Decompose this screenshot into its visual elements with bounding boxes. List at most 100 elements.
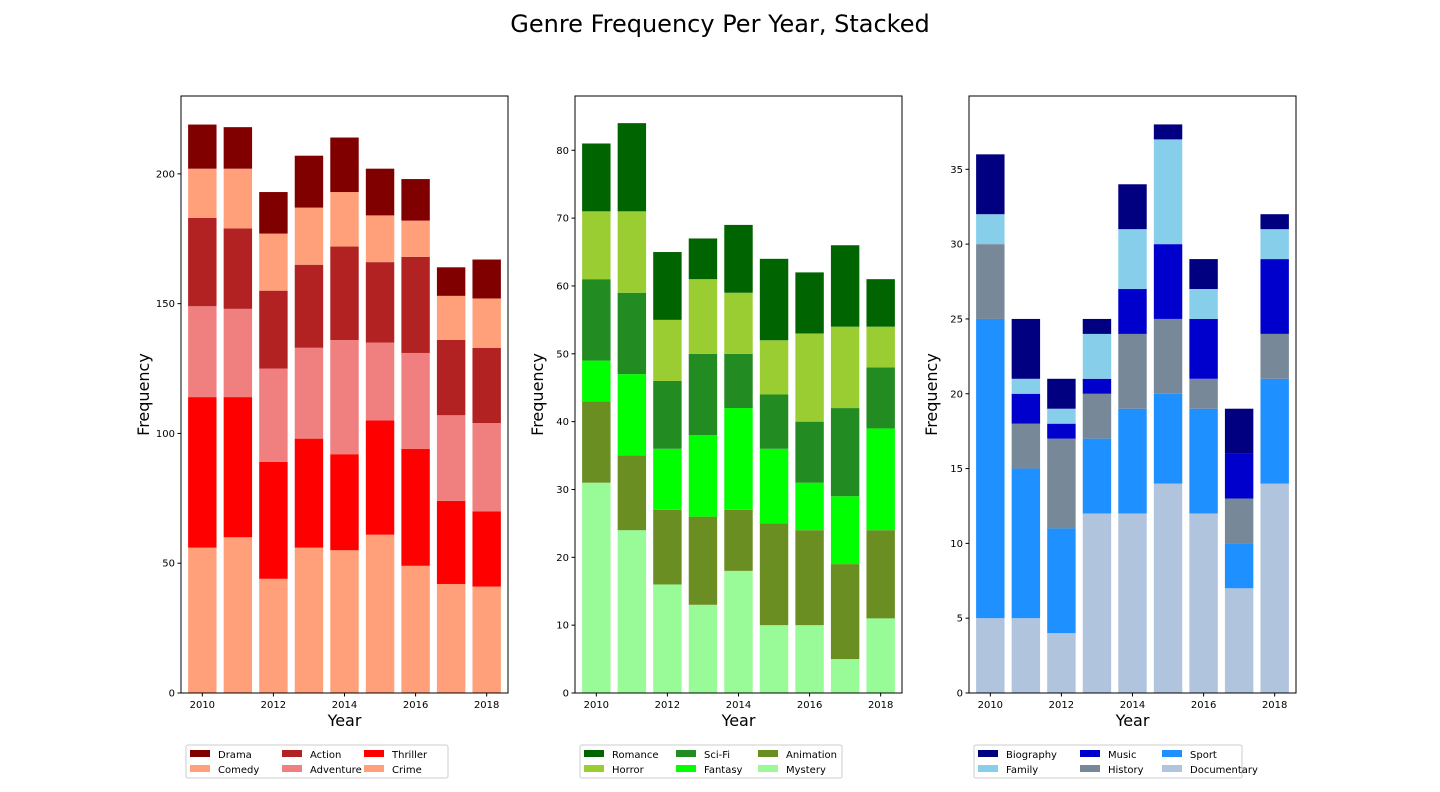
legend: Drama Comedy Action Adventure Thriller Crime <box>185 744 449 779</box>
legend-label: Family <box>1006 765 1038 776</box>
bar-adventure-2013 <box>294 347 324 439</box>
legend-item-history: History <box>1080 765 1144 776</box>
bar-history-2017 <box>1224 498 1254 544</box>
bar-biography-2013 <box>1082 318 1112 334</box>
legend-swatch <box>584 765 604 772</box>
bar-documentary-2018 <box>1260 483 1289 693</box>
legend-label: Action <box>310 750 341 761</box>
bar-family-2011 <box>1011 378 1041 394</box>
bar-romance-2015 <box>759 258 789 341</box>
bar-drama-2014 <box>330 137 359 193</box>
bar-history-2018 <box>1260 333 1289 379</box>
y-tick-label: 20 <box>950 389 963 400</box>
bar-history-2014 <box>1118 333 1147 409</box>
bar-sport-2014 <box>1118 408 1147 514</box>
bar-crime-2013 <box>294 547 324 693</box>
legend-swatch <box>676 750 696 757</box>
legend-label: Fantasy <box>704 765 743 776</box>
x-axis-label: Year <box>1115 711 1150 730</box>
legend-item-horror: Horror <box>584 765 645 776</box>
bar-sport-2010 <box>976 318 1005 619</box>
bar-horror-2016 <box>795 333 824 422</box>
legend-swatch <box>364 765 384 772</box>
bar-thriller-2015 <box>365 420 395 535</box>
bar-action-2017 <box>436 339 466 416</box>
bar-thriller-2016 <box>401 449 430 566</box>
y-tick-label: 50 <box>556 349 569 360</box>
y-tick-label: 20 <box>556 553 569 564</box>
bar-documentary-2017 <box>1224 588 1254 693</box>
bar-fantasy-2014 <box>724 408 753 510</box>
bar-romance-2014 <box>724 224 753 293</box>
bar-family-2013 <box>1082 333 1112 379</box>
legend-label: Adventure <box>310 765 362 776</box>
legend-swatch <box>978 765 998 772</box>
y-tick-label: 150 <box>156 299 175 310</box>
legend-swatch <box>676 765 696 772</box>
bar-sci-fi-2010 <box>582 279 611 361</box>
x-axis-label: Year <box>721 711 756 730</box>
bar-sport-2018 <box>1260 378 1289 484</box>
bar-horror-2018 <box>866 326 895 368</box>
bar-fantasy-2013 <box>688 435 718 517</box>
legend-item-thriller: Thriller <box>364 750 428 761</box>
bar-drama-2012 <box>259 192 288 234</box>
x-tick-label: 2010 <box>190 700 215 711</box>
bar-crime-2016 <box>401 565 430 693</box>
y-tick-label: 35 <box>950 165 963 176</box>
bar-history-2012 <box>1047 438 1076 529</box>
bar-animation-2011 <box>617 455 647 531</box>
x-tick-label: 2018 <box>868 700 893 711</box>
bar-crime-2018 <box>472 586 501 693</box>
bar-action-2016 <box>401 256 430 353</box>
bar-animation-2017 <box>830 564 860 660</box>
bar-romance-2012 <box>653 252 682 320</box>
legend-label: Drama <box>218 750 252 761</box>
legend-swatch <box>1080 750 1100 757</box>
legend-item-comedy: Comedy <box>190 765 259 776</box>
bar-documentary-2011 <box>1011 618 1041 693</box>
y-tick-label: 0 <box>563 689 569 700</box>
y-tick-label: 0 <box>957 689 963 700</box>
bar-documentary-2013 <box>1082 513 1112 693</box>
bar-romance-2011 <box>617 123 647 212</box>
bar-sci-fi-2014 <box>724 353 753 409</box>
bar-documentary-2014 <box>1118 513 1147 693</box>
legend-item-biography: Biography <box>978 750 1057 761</box>
bar-comedy-2014 <box>330 192 359 247</box>
bar-animation-2015 <box>759 523 789 626</box>
y-tick-label: 40 <box>556 417 569 428</box>
bar-comedy-2010 <box>188 168 217 218</box>
legend-label: Thriller <box>391 750 428 761</box>
legend-label: Romance <box>612 750 658 761</box>
bar-romance-2010 <box>582 143 611 212</box>
bar-adventure-2018 <box>472 423 501 512</box>
bar-sport-2017 <box>1224 543 1254 589</box>
x-tick-label: 2018 <box>1262 700 1287 711</box>
y-axis-label: Frequency <box>922 353 941 436</box>
bar-adventure-2014 <box>330 339 359 455</box>
bar-horror-2010 <box>582 211 611 280</box>
x-tick-label: 2018 <box>474 700 499 711</box>
bar-adventure-2017 <box>436 415 466 501</box>
legend-label: Mystery <box>786 765 826 776</box>
x-tick-label: 2016 <box>403 700 428 711</box>
legend-item-animation: Animation <box>758 750 837 761</box>
bar-fantasy-2016 <box>795 482 824 531</box>
bar-biography-2018 <box>1260 214 1289 230</box>
bar-mystery-2015 <box>759 625 789 693</box>
x-tick-label: 2012 <box>655 700 680 711</box>
x-tick-label: 2014 <box>332 700 357 711</box>
bar-fantasy-2015 <box>759 448 789 524</box>
x-tick-label: 2012 <box>1049 700 1074 711</box>
y-axis-label: Frequency <box>528 353 547 436</box>
legend-swatch <box>190 765 210 772</box>
bar-family-2015 <box>1153 139 1183 245</box>
legend-swatch <box>978 750 998 757</box>
bar-thriller-2014 <box>330 454 359 551</box>
bar-comedy-2012 <box>259 233 288 291</box>
bar-mystery-2012 <box>653 584 682 693</box>
legend: Romance Horror Sci-Fi Fantasy Animation Myste… <box>579 744 843 779</box>
bar-sci-fi-2011 <box>617 292 647 375</box>
x-tick-label: 2014 <box>726 700 751 711</box>
